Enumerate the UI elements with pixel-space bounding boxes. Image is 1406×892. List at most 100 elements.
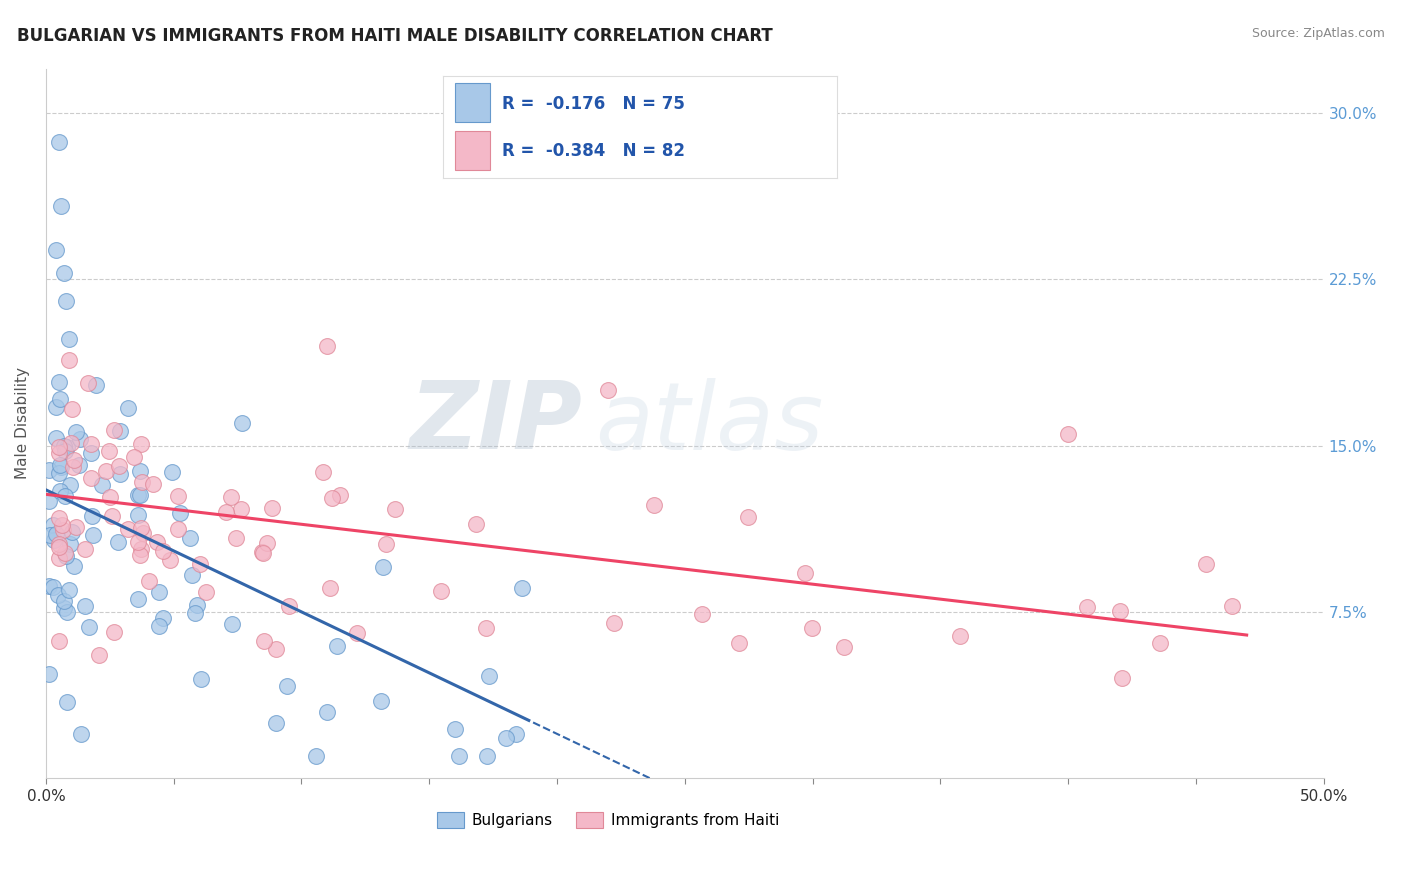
Point — [48, 511, 70, 525]
Point — [53, 594, 76, 608]
Point — [179, 531, 201, 545]
Point — [80, 446, 103, 460]
Point — [138, 574, 160, 588]
Point — [48, 375, 70, 389]
Point — [183, 606, 205, 620]
Point — [48, 550, 70, 565]
Point — [51, 199, 73, 213]
Point — [162, 465, 184, 479]
Point — [1195, 558, 1218, 572]
Point — [188, 557, 211, 571]
Point — [127, 592, 149, 607]
Point — [69, 432, 91, 446]
Point — [127, 488, 149, 502]
Point — [690, 607, 713, 621]
Point — [94, 464, 117, 478]
Point — [49, 484, 72, 499]
Point — [225, 531, 247, 545]
Point — [231, 501, 253, 516]
Point — [128, 464, 150, 478]
Point — [181, 567, 204, 582]
Point — [152, 611, 174, 625]
Point — [949, 630, 972, 644]
Point — [1149, 635, 1171, 649]
Point — [346, 626, 368, 640]
Point — [48, 634, 70, 648]
Point — [100, 508, 122, 523]
Point — [49, 460, 72, 475]
Point — [312, 466, 335, 480]
Point — [231, 416, 253, 430]
Point — [53, 439, 76, 453]
Point — [56, 605, 79, 619]
Text: ZIP: ZIP — [409, 377, 582, 469]
Point — [82, 508, 104, 523]
Point — [794, 566, 817, 580]
Point — [194, 585, 217, 599]
Point — [131, 526, 153, 541]
Point — [82, 528, 104, 542]
Point — [56, 440, 79, 454]
Point — [253, 634, 276, 648]
Point — [45, 244, 67, 258]
Point — [58, 332, 80, 346]
Point — [478, 669, 501, 683]
Point — [373, 560, 395, 574]
Point — [42, 518, 65, 533]
Point — [603, 615, 626, 630]
Point — [443, 723, 465, 737]
FancyBboxPatch shape — [454, 83, 491, 122]
Point — [127, 534, 149, 549]
Point — [129, 548, 152, 562]
Point — [38, 463, 60, 477]
Point — [832, 640, 855, 654]
Point — [45, 400, 67, 414]
Point — [55, 549, 77, 563]
Point — [221, 616, 243, 631]
Point — [52, 524, 75, 538]
Point — [475, 749, 498, 764]
Point — [42, 533, 65, 547]
Point — [252, 546, 274, 560]
Point — [495, 731, 517, 746]
Point — [148, 584, 170, 599]
Point — [159, 553, 181, 567]
Point — [103, 624, 125, 639]
Point — [321, 491, 343, 505]
Point — [89, 648, 111, 662]
Text: Source: ZipAtlas.com: Source: ZipAtlas.com — [1251, 27, 1385, 40]
Point — [63, 558, 86, 573]
Point — [131, 437, 153, 451]
Point — [48, 446, 70, 460]
Point — [384, 501, 406, 516]
Point — [63, 453, 86, 467]
Point — [250, 544, 273, 558]
Point — [167, 489, 190, 503]
Point — [129, 542, 152, 557]
Point — [48, 135, 70, 149]
Point — [108, 424, 131, 438]
Point — [129, 521, 152, 535]
Point — [55, 694, 77, 708]
Point — [152, 544, 174, 558]
Point — [148, 619, 170, 633]
Point — [190, 672, 212, 686]
Point — [59, 477, 82, 491]
Point — [318, 581, 340, 595]
Point — [98, 443, 121, 458]
Point — [38, 494, 60, 508]
Point — [84, 377, 107, 392]
Point — [1057, 427, 1080, 442]
Point — [45, 430, 67, 444]
Point — [59, 537, 82, 551]
Point — [79, 471, 101, 485]
Point — [370, 694, 392, 708]
Point — [129, 487, 152, 501]
Point — [58, 583, 80, 598]
Point — [52, 266, 75, 280]
Point — [117, 522, 139, 536]
Point — [737, 510, 759, 524]
Point — [53, 489, 76, 503]
Point — [1076, 599, 1098, 614]
Point — [65, 425, 87, 439]
